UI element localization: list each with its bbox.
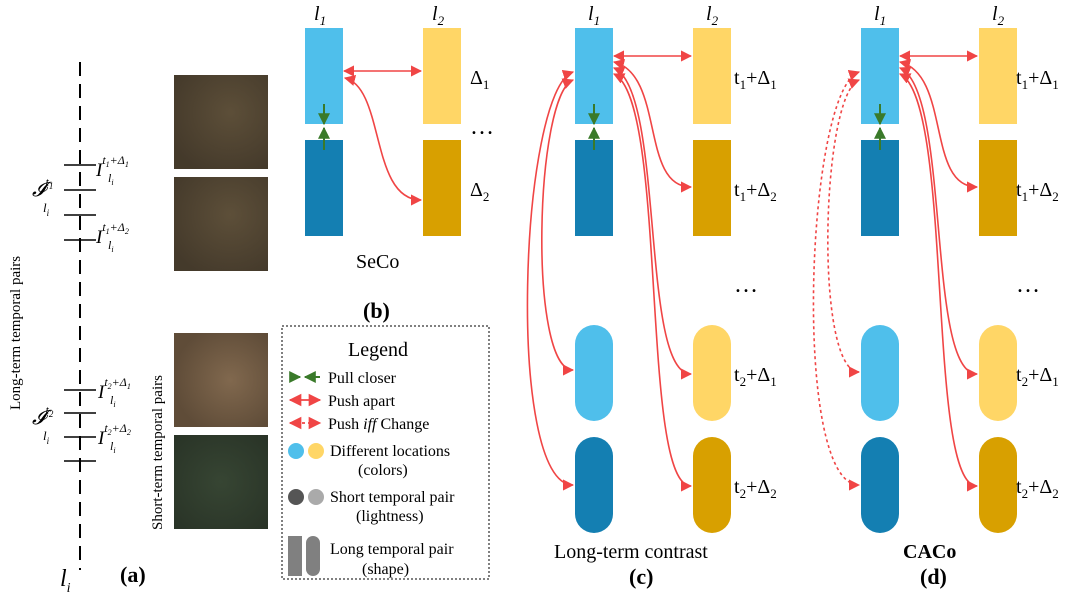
- image-label-t1-d2: It1+Δ2: [95, 220, 129, 248]
- satellite-image-texture: [174, 177, 268, 271]
- long-pair-light-blue-pill: [861, 325, 899, 421]
- legend-long-pair-sub: (shape): [362, 561, 409, 578]
- legend-short-pair-sub: (lightness): [356, 508, 424, 525]
- offset-label: t2+Δ1: [1016, 364, 1059, 389]
- legend-pull-label: Pull closer: [328, 370, 397, 387]
- long-pair-dark-blue-pill: [861, 437, 899, 533]
- set-label-t1-sub: li: [43, 200, 50, 218]
- column-label-l1: l1: [874, 3, 886, 28]
- short-term-label: Short-term temporal pairs: [150, 375, 166, 530]
- image-label-t2-d2: It2+Δ2: [97, 421, 131, 449]
- push-arrow: [526, 70, 575, 491]
- legend-locations-sub: (colors): [358, 462, 408, 479]
- legend-long-pair-label: Long temporal pair: [330, 541, 454, 558]
- long-pair-dark-blue-pill: [575, 437, 613, 533]
- anchor-dark-blue-block: [861, 140, 899, 236]
- caption-b: (b): [363, 298, 390, 323]
- image-label-t2-d1-sub: li: [110, 393, 116, 409]
- legend-locations-label: Different locations: [330, 443, 450, 460]
- push-iff-change-arrow: [812, 70, 861, 491]
- negative-light-yellow-block: [693, 28, 731, 124]
- panel-b: l1 l2 Δ1 Δ2 … SeCo (b): [305, 3, 494, 323]
- ellipsis: …: [734, 272, 758, 298]
- push-arrow: [612, 73, 693, 492]
- legend-rect-shape: [288, 536, 302, 576]
- offset-label: t1+Δ2: [1016, 179, 1059, 204]
- push-arrow: [898, 73, 979, 492]
- legend-dark-gray-dot: [288, 489, 304, 505]
- legend-light-gray-dot: [308, 489, 324, 505]
- legend-short-pair-label: Short temporal pair: [330, 489, 455, 506]
- offset-label: t2+Δ1: [734, 364, 777, 389]
- caption-a: (a): [120, 562, 146, 587]
- negative-light-yellow-block: [979, 28, 1017, 124]
- legend-light-yellow-dot: [308, 443, 324, 459]
- column-label-l2: l2: [992, 3, 1005, 28]
- negative-light-yellow-pill: [693, 325, 731, 421]
- panel-d: l1 l2 t1+Δ1 t1+Δ2 t2+Δ1 t2+Δ2 … CACo (d): [812, 3, 1059, 589]
- negative-light-yellow-pill: [979, 325, 1017, 421]
- negative-dark-yellow-pill: [979, 437, 1017, 533]
- image-label-t1-d1-sub: li: [108, 171, 114, 187]
- set-label-t1: 𝓘t1: [32, 175, 53, 201]
- legend-rounded-shape: [306, 536, 320, 576]
- set-label-t2-sub: li: [43, 428, 50, 446]
- column-label-l1: l1: [588, 3, 600, 28]
- push-arrow: [898, 66, 979, 380]
- method-label-long-term: Long-term contrast: [554, 541, 708, 563]
- offset-label: t1+Δ1: [1016, 67, 1059, 92]
- image-label-t2-d2-sub: li: [110, 439, 116, 455]
- column-label-l2: l2: [706, 3, 719, 28]
- legend: Legend Pull closer Push apart Push iff C…: [281, 325, 490, 580]
- set-label-t2: 𝓘t2: [32, 403, 54, 429]
- anchor-dark-blue-block: [575, 140, 613, 236]
- legend-push-iff-label: Push iff Change: [328, 416, 429, 433]
- negative-dark-yellow-block: [693, 140, 731, 236]
- legend-title: Legend: [348, 339, 408, 361]
- panel-c: l1 l2 t1+Δ1 t1+Δ2 t2+Δ1 t2+Δ2 … Long-ter…: [526, 3, 777, 589]
- caption-d: (d): [920, 564, 947, 589]
- offset-label: t1+Δ2: [734, 179, 777, 204]
- caption-c: (c): [629, 564, 653, 589]
- legend-box: [281, 325, 490, 580]
- offset-label: t2+Δ2: [734, 476, 777, 501]
- satellite-image-texture: [174, 333, 268, 427]
- offset-label: t2+Δ2: [1016, 476, 1059, 501]
- negative-light-yellow-block: [423, 28, 461, 124]
- image-label-t2-d1: It2+Δ1: [97, 375, 131, 403]
- push-arrow: [541, 78, 575, 376]
- push-iff-change-arrow: [827, 78, 861, 378]
- ellipsis: …: [1016, 272, 1040, 298]
- anchor-dark-blue-block: [305, 140, 343, 236]
- satellite-image-texture: [174, 435, 268, 529]
- negative-dark-yellow-block: [979, 140, 1017, 236]
- column-label-l2: l2: [432, 3, 445, 28]
- ellipsis: …: [470, 114, 494, 140]
- panel-a: Long-term temporal pairs 𝓘t1 li It1+Δ1 l…: [8, 62, 268, 592]
- push-arrow: [343, 75, 423, 206]
- legend-light-blue-dot: [288, 443, 304, 459]
- negative-dark-yellow-pill: [693, 437, 731, 533]
- method-label-seco: SeCo: [356, 251, 399, 273]
- delta-label: Δ2: [470, 179, 489, 204]
- column-label-l1: l1: [314, 3, 326, 28]
- image-label-t1-d2-sub: li: [108, 238, 114, 254]
- long-term-label: Long-term temporal pairs: [8, 256, 24, 410]
- axis-label: li: [60, 566, 71, 592]
- negative-dark-yellow-block: [423, 140, 461, 236]
- offset-label: t1+Δ1: [734, 67, 777, 92]
- push-arrow: [612, 66, 693, 380]
- satellite-image-texture: [174, 75, 268, 169]
- long-pair-light-blue-pill: [575, 325, 613, 421]
- legend-push-label: Push apart: [328, 393, 396, 410]
- method-label-caco: CACo: [903, 541, 956, 563]
- image-label-t1-d1: It1+Δ1: [95, 153, 129, 181]
- delta-label: Δ1: [470, 67, 489, 92]
